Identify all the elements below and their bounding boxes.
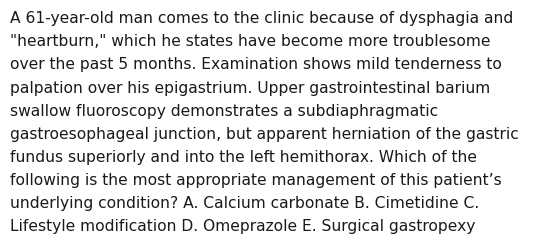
Text: "heartburn," which he states have become more troublesome: "heartburn," which he states have become…: [10, 34, 490, 49]
Text: swallow fluoroscopy demonstrates a subdiaphragmatic: swallow fluoroscopy demonstrates a subdi…: [10, 103, 438, 118]
Text: underlying condition? A. Calcium carbonate B. Cimetidine C.: underlying condition? A. Calcium carbona…: [10, 195, 479, 210]
Text: gastroesophageal junction, but apparent herniation of the gastric: gastroesophageal junction, but apparent …: [10, 126, 519, 141]
Text: following is the most appropriate management of this patient’s: following is the most appropriate manage…: [10, 172, 502, 187]
Text: fundus superiorly and into the left hemithorax. Which of the: fundus superiorly and into the left hemi…: [10, 149, 477, 164]
Text: Lifestyle modification D. Omeprazole E. Surgical gastropexy: Lifestyle modification D. Omeprazole E. …: [10, 218, 475, 233]
Text: over the past 5 months. Examination shows mild tenderness to: over the past 5 months. Examination show…: [10, 57, 502, 72]
Text: palpation over his epigastrium. Upper gastrointestinal barium: palpation over his epigastrium. Upper ga…: [10, 80, 490, 95]
Text: A 61-year-old man comes to the clinic because of dysphagia and: A 61-year-old man comes to the clinic be…: [10, 11, 513, 26]
